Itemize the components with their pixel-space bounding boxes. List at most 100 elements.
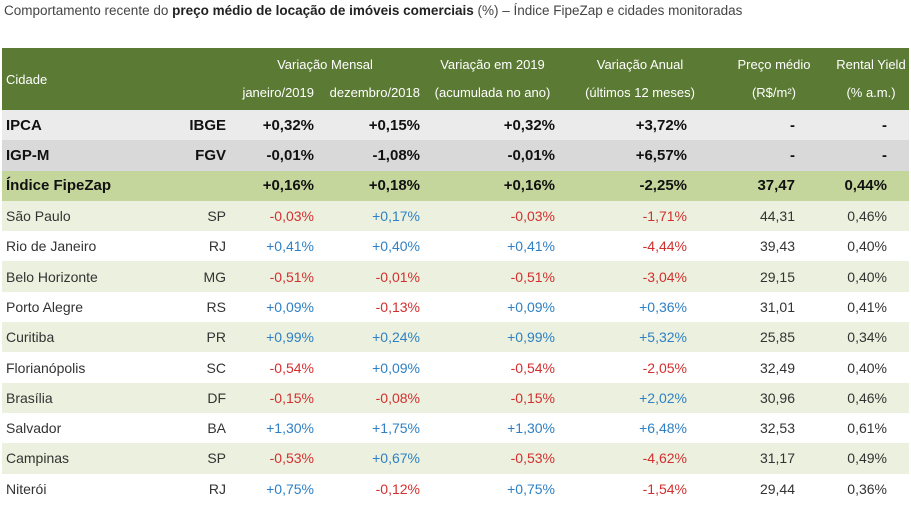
row-anual: -3,04% xyxy=(642,268,687,285)
row-source: SC xyxy=(206,359,226,376)
rental-price-table: Cidade Variação Mensal janeiro/2019 deze… xyxy=(2,48,909,504)
row-anual: +6,48% xyxy=(639,420,687,437)
header-preco-medio-label: Preço médio xyxy=(737,57,811,72)
caption-suffix: (%) – Índice FipeZap e cidades monitorad… xyxy=(473,3,743,18)
row-source: SP xyxy=(207,208,226,225)
row-jan: +1,30% xyxy=(266,420,314,437)
row-jan: -0,53% xyxy=(269,450,314,467)
row-ytd: +0,09% xyxy=(507,298,555,315)
row-preco: 32,53 xyxy=(759,420,795,437)
row-name: Índice FipeZap xyxy=(6,177,112,195)
row-anual: +5,32% xyxy=(639,329,687,346)
row-preco: 31,17 xyxy=(759,450,795,467)
row-ytd: +0,99% xyxy=(507,329,555,346)
row-yield: 0,34% xyxy=(847,329,887,346)
row-anual: -2,25% xyxy=(639,177,687,195)
row-name: Campinas xyxy=(6,450,70,467)
row-yield: 0,36% xyxy=(847,480,887,497)
table-row: IPCA IBGE +0,32% +0,15% +0,32% +3,72% - … xyxy=(2,110,909,141)
row-yield: 0,61% xyxy=(847,420,887,437)
row-name: IGP-M xyxy=(6,146,50,164)
row-yield: - xyxy=(882,146,887,164)
header-preco-medio: Preço médio (R$/m²) xyxy=(715,48,833,110)
header-yield-unit: (% a.m.) xyxy=(846,85,896,100)
row-ytd: +0,75% xyxy=(507,480,555,497)
row-yield: 0,49% xyxy=(847,450,887,467)
row-preco: 31,01 xyxy=(759,298,795,315)
header-variacao-anual-label: Variação Anual xyxy=(596,57,684,72)
row-anual: +2,02% xyxy=(639,389,687,406)
row-ytd: +0,16% xyxy=(503,177,555,195)
header-variacao-mensal: Variação Mensal janeiro/2019 dezembro/20… xyxy=(230,48,420,110)
table-row: Curitiba PR +0,99% +0,24% +0,99% +5,32% … xyxy=(2,322,909,353)
row-anual: +6,57% xyxy=(635,146,687,164)
row-name: Florianópolis xyxy=(6,359,86,376)
row-preco: - xyxy=(790,146,795,164)
header-rental-yield: Rental Yield (% a.m.) xyxy=(833,48,909,110)
row-source: MG xyxy=(203,268,226,285)
row-ytd: -0,15% xyxy=(510,389,555,406)
row-name: Belo Horizonte xyxy=(6,268,98,285)
row-source: RS xyxy=(206,298,226,315)
row-anual: -4,62% xyxy=(642,450,687,467)
header-preco-unit: (R$/m²) xyxy=(751,85,797,100)
row-yield: 0,46% xyxy=(847,208,887,225)
row-yield: - xyxy=(882,116,887,134)
table-row: Florianópolis SC -0,54% +0,09% -0,54% -2… xyxy=(2,352,909,383)
table-header: Cidade Variação Mensal janeiro/2019 deze… xyxy=(2,48,909,110)
row-preco: 29,15 xyxy=(759,268,795,285)
row-dez: -1,08% xyxy=(372,146,420,164)
row-yield: 0,41% xyxy=(847,298,887,315)
row-jan: +0,09% xyxy=(266,298,314,315)
row-dez: +1,75% xyxy=(372,420,420,437)
header-acumulada: (acumulada no ano) xyxy=(434,85,551,100)
table-caption: Comportamento recente do preço médio de … xyxy=(4,3,742,18)
caption-prefix: Comportamento recente do xyxy=(4,3,173,18)
row-anual: -4,44% xyxy=(642,238,687,255)
row-ytd: +0,32% xyxy=(503,116,555,134)
row-jan: +0,75% xyxy=(266,480,314,497)
row-dez: +0,67% xyxy=(372,450,420,467)
header-cidade: Cidade xyxy=(6,71,48,87)
row-ytd: +1,30% xyxy=(507,420,555,437)
row-name: Rio de Janeiro xyxy=(6,238,97,255)
header-variacao-2019: Variação em 2019 (acumulada no ano) xyxy=(420,48,565,110)
row-source: DF xyxy=(207,389,226,406)
row-yield: 0,40% xyxy=(847,238,887,255)
header-dezembro: dezembro/2018 xyxy=(329,85,420,100)
row-source: SP xyxy=(207,450,226,467)
row-source: BA xyxy=(207,420,226,437)
table-row: Belo Horizonte MG -0,51% -0,01% -0,51% -… xyxy=(2,261,909,292)
row-yield: 0,46% xyxy=(847,389,887,406)
row-preco: 37,47 xyxy=(757,177,795,195)
row-jan: -0,15% xyxy=(269,389,314,406)
row-ytd: -0,53% xyxy=(510,450,555,467)
row-ytd: -0,03% xyxy=(510,208,555,225)
header-janeiro: janeiro/2019 xyxy=(242,85,314,100)
row-ytd: -0,54% xyxy=(510,359,555,376)
table-row: IGP-M FGV -0,01% -1,08% -0,01% +6,57% - … xyxy=(2,140,909,171)
caption-bold: preço médio de locação de imóveis comerc… xyxy=(172,3,474,18)
row-source: IBGE xyxy=(189,116,226,134)
row-dez: -0,01% xyxy=(375,268,420,285)
row-anual: -1,54% xyxy=(642,480,687,497)
header-variacao-mensal-label: Variação Mensal xyxy=(277,57,373,72)
row-source: RJ xyxy=(208,238,226,255)
table-row: Campinas SP -0,53% +0,67% -0,53% -4,62% … xyxy=(2,443,909,474)
row-anual: -2,05% xyxy=(642,359,687,376)
row-dez: +0,09% xyxy=(372,359,420,376)
row-name: Niterói xyxy=(6,480,47,497)
row-jan: -0,01% xyxy=(266,146,314,164)
table-row: São Paulo SP -0,03% +0,17% -0,03% -1,71%… xyxy=(2,200,909,232)
row-name: São Paulo xyxy=(6,208,71,225)
row-yield: 0,40% xyxy=(847,359,887,376)
row-jan: +0,32% xyxy=(262,116,314,134)
row-dez: +0,40% xyxy=(372,238,420,255)
row-yield: 0,40% xyxy=(847,268,887,285)
header-ultimos: (últimos 12 meses) xyxy=(585,85,695,100)
row-dez: -0,12% xyxy=(375,480,420,497)
row-name: IPCA xyxy=(6,116,42,134)
row-jan: -0,54% xyxy=(269,359,314,376)
row-anual: -1,71% xyxy=(642,208,687,225)
header-variacao-2019-label: Variação em 2019 xyxy=(440,57,545,72)
